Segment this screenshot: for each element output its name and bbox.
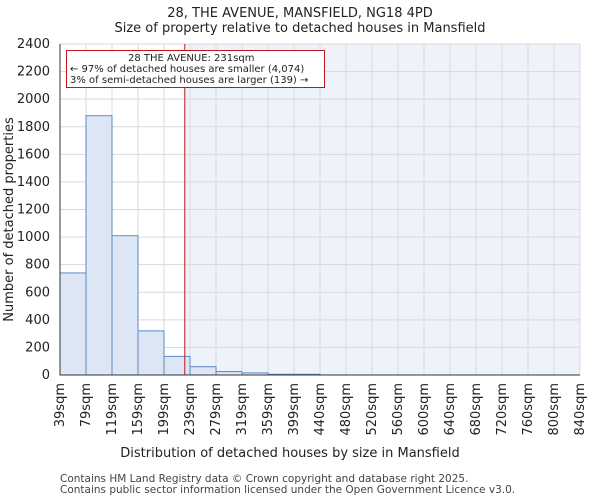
x-tick-label: 600sqm <box>417 383 432 436</box>
x-tick-label: 239sqm <box>183 383 198 436</box>
y-tick-label: 0 <box>42 368 50 383</box>
property-annotation-box: 28 THE AVENUE: 231sqm ← 97% of detached … <box>66 50 325 88</box>
x-tick-label: 159sqm <box>131 383 146 436</box>
y-tick-label: 600 <box>25 285 50 300</box>
x-axis-title: Distribution of detached houses by size … <box>120 446 459 461</box>
x-tick-label: 79sqm <box>79 383 94 427</box>
x-tick-label: 440sqm <box>313 383 328 436</box>
x-tick-label: 840sqm <box>573 383 588 436</box>
y-tick-label: 1600 <box>17 147 50 162</box>
footer-licence: Contains public sector information licen… <box>60 484 516 496</box>
y-tick-label: 2400 <box>17 37 50 52</box>
chart-title: 28, THE AVENUE, MANSFIELD, NG18 4PD <box>167 6 433 21</box>
x-tick-label: 680sqm <box>469 383 484 436</box>
x-tick-label: 359sqm <box>261 383 276 436</box>
x-tick-label: 319sqm <box>235 383 250 436</box>
x-tick-label: 39sqm <box>53 383 68 427</box>
y-tick-label: 1400 <box>17 175 50 190</box>
histogram-bar <box>163 355 191 376</box>
y-tick-label: 800 <box>25 258 50 273</box>
y-tick-label: 1000 <box>17 230 50 245</box>
y-tick-label: 1800 <box>17 120 50 135</box>
y-tick-label: 2000 <box>17 92 50 107</box>
histogram-bar <box>189 366 217 376</box>
x-tick-label: 279sqm <box>209 383 224 436</box>
x-tick-label: 800sqm <box>547 383 562 436</box>
x-tick-label: 480sqm <box>339 383 354 436</box>
x-tick-label: 399sqm <box>287 383 302 436</box>
histogram-bar <box>215 371 243 376</box>
annotation-line-property: 28 THE AVENUE: 231sqm <box>128 53 255 64</box>
y-tick-label: 200 <box>25 340 50 355</box>
histogram-bar <box>59 272 87 376</box>
x-tick-label: 520sqm <box>365 383 380 436</box>
histogram-bar <box>85 115 113 376</box>
x-tick-label: 560sqm <box>391 383 406 436</box>
x-tick-label: 199sqm <box>157 383 172 436</box>
annotation-line-larger: 3% of semi-detached houses are larger (1… <box>70 75 309 86</box>
y-tick-label: 400 <box>25 313 50 328</box>
annotation-line-smaller: ← 97% of detached houses are smaller (4,… <box>70 64 305 75</box>
footer-copyright: Contains HM Land Registry data © Crown c… <box>60 473 469 485</box>
y-axis-title: Number of detached properties <box>2 117 17 322</box>
chart-subtitle: Size of property relative to detached ho… <box>114 21 486 36</box>
y-tick-label: 1200 <box>17 203 50 218</box>
x-tick-label: 640sqm <box>443 383 458 436</box>
x-tick-label: 760sqm <box>521 383 536 436</box>
x-tick-label: 720sqm <box>495 383 510 436</box>
y-tick-label: 2200 <box>17 65 50 80</box>
histogram-bar <box>137 330 165 376</box>
histogram-bar <box>111 235 139 376</box>
x-tick-label: 119sqm <box>105 383 120 436</box>
